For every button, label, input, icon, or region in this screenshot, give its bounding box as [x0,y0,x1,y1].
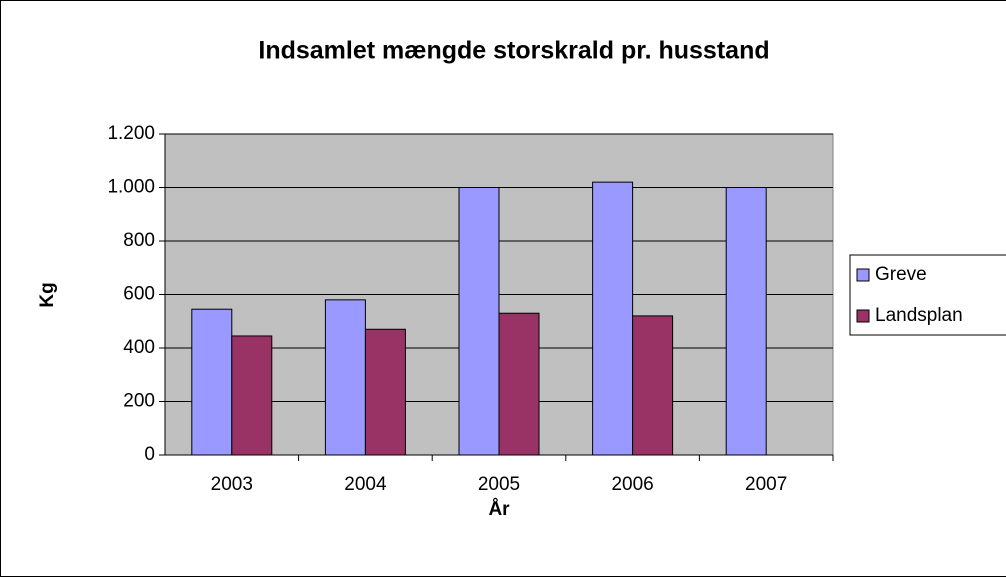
y-tick-label: 600 [123,284,155,305]
y-axis-title: Kg [37,282,58,307]
y-tick-label: 400 [123,337,155,358]
y-tick-label: 200 [123,391,155,412]
bar [458,187,500,456]
bar [191,308,233,456]
bar [324,299,366,456]
x-tick-label: 2003 [211,474,253,495]
bar [498,312,540,456]
bar [632,315,674,456]
y-tick-label: 1.000 [107,177,155,198]
x-tick-label: 2006 [611,474,653,495]
y-tick-label: 800 [123,230,155,251]
x-tick-label: 2005 [478,474,520,495]
x-tick-label: 2004 [344,474,387,495]
legend-swatch [856,309,870,323]
legend-box [849,254,1006,336]
bar [725,187,767,456]
bar [592,181,634,456]
bar [364,328,406,456]
x-axis-title: År [488,499,510,520]
legend-swatch [856,268,870,282]
chart-title: Indsamlet mængde storskrald pr. husstand [258,37,769,65]
x-tick-label: 2007 [745,474,787,495]
y-tick-label: 0 [144,444,155,465]
y-tick-label: 1.200 [107,123,155,144]
legend-label: Landsplan [875,305,963,326]
legend-label: Greve [875,264,927,285]
bar [231,335,273,456]
